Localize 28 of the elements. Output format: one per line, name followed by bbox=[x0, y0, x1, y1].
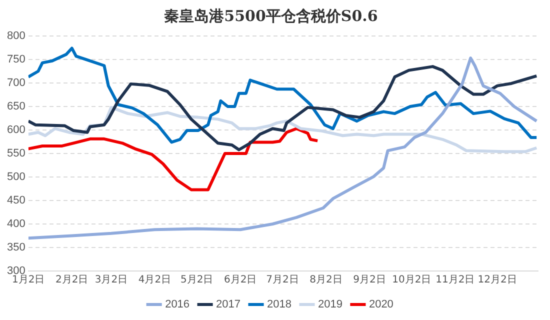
x-tick-label: 6月2日 bbox=[224, 274, 257, 286]
y-tick-label: 500 bbox=[6, 171, 26, 184]
x-tick-label: 10月2日 bbox=[392, 274, 432, 286]
y-tick-label: 600 bbox=[6, 124, 26, 136]
y-tick-label: 650 bbox=[6, 100, 26, 113]
x-tick-label: 8月2日 bbox=[310, 274, 342, 286]
x-tick-label: 3月2日 bbox=[94, 274, 128, 286]
x-tick-label: 1月2日 bbox=[12, 274, 45, 286]
y-tick-label: 750 bbox=[6, 54, 26, 66]
x-tick-label: 5月2日 bbox=[180, 274, 214, 286]
x-tick-label: 9月2日 bbox=[353, 274, 386, 286]
legend-label: 2016 bbox=[165, 298, 190, 311]
x-tick-label: 2月2日 bbox=[56, 274, 88, 286]
chart-title: 秦皇岛港5500平仓含税价S0.6 bbox=[164, 6, 378, 25]
y-tick-label: 800 bbox=[6, 30, 26, 42]
y-tick-label: 400 bbox=[6, 218, 26, 230]
y-tick-label: 450 bbox=[6, 194, 26, 207]
x-tick-label: 4月2日 bbox=[138, 274, 172, 286]
legend-label: 2019 bbox=[318, 298, 342, 311]
legend-label: 2020 bbox=[368, 298, 394, 311]
y-tick-label: 550 bbox=[6, 148, 26, 160]
x-tick-label: 12月2日 bbox=[478, 274, 517, 286]
x-tick-label: 7月2日 bbox=[266, 274, 299, 286]
y-tick-label: 700 bbox=[6, 77, 26, 90]
legend-label: 2017 bbox=[216, 298, 241, 311]
legend-label: 2018 bbox=[267, 298, 292, 311]
x-tick-label: 11月2日 bbox=[436, 274, 475, 286]
y-tick-label: 350 bbox=[6, 242, 26, 254]
